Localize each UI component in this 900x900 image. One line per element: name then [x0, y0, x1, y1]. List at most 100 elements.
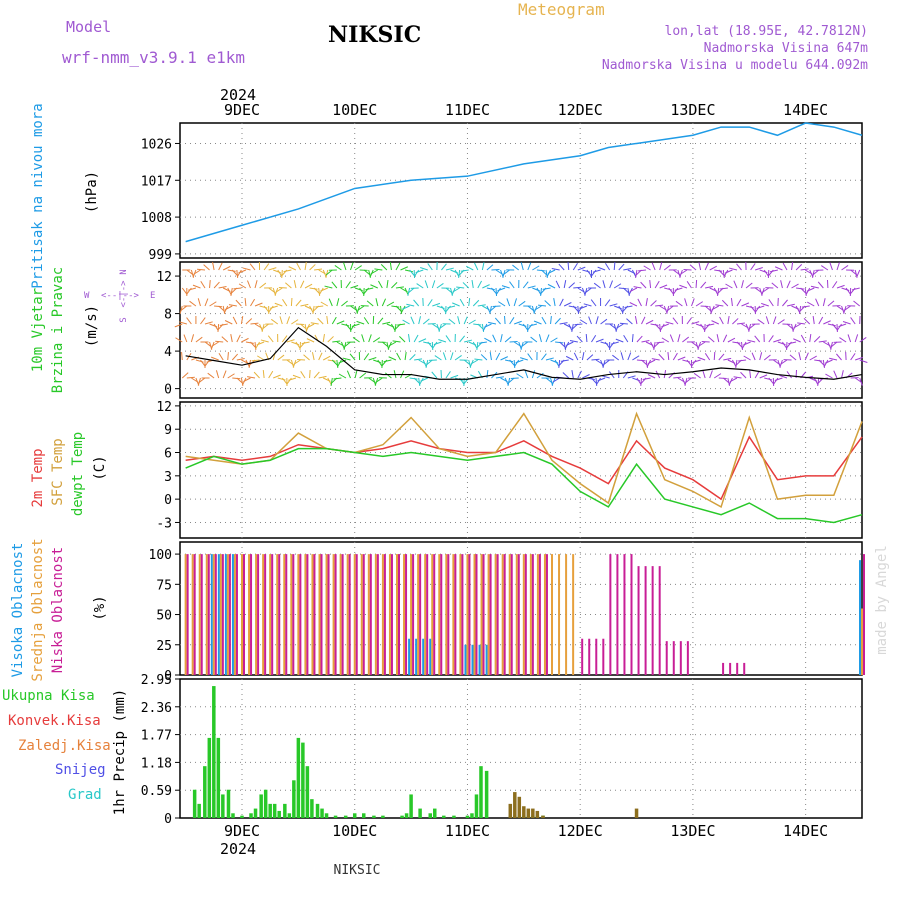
wind-arrow — [650, 323, 659, 326]
wind-arrow — [231, 353, 239, 361]
wind-arrow — [615, 338, 624, 343]
wind-arrow — [504, 315, 506, 325]
wind-arrow — [357, 305, 365, 311]
total-rain-bar — [268, 803, 272, 818]
wind-arrow — [856, 269, 861, 278]
elevation-label: Nadmorska Visina 647m — [703, 41, 868, 56]
y-tick-label: 1008 — [141, 211, 172, 226]
wind-arrow — [380, 263, 388, 271]
wind-arrow — [454, 355, 462, 361]
wind-arrow — [224, 305, 233, 311]
wind-arrow — [640, 281, 647, 289]
total-rain-bar — [442, 815, 446, 818]
wind-arrow — [186, 317, 192, 325]
wind-arrow — [571, 323, 574, 332]
wind-arrow — [217, 323, 220, 333]
wind-arrow — [427, 263, 433, 271]
wind-arrow — [350, 285, 359, 289]
wind-arrow — [682, 336, 690, 343]
wind-arrow — [645, 319, 654, 325]
wind-arrow — [277, 354, 285, 361]
wind-arrow — [818, 340, 827, 343]
wind-arrow — [349, 353, 356, 361]
wind-arrow — [268, 305, 274, 313]
wind-arrow — [641, 339, 650, 343]
wind-arrow — [659, 323, 665, 332]
wind-arrow — [198, 377, 206, 384]
wind-arrow — [836, 353, 842, 361]
wind-arrow — [244, 297, 247, 307]
wind-arrow — [582, 374, 590, 379]
wind-arrow — [409, 269, 416, 277]
wind-arrow — [375, 377, 383, 383]
wind-arrow — [705, 285, 714, 289]
wind-arrow — [627, 375, 636, 379]
wind-arrow — [841, 370, 844, 379]
wind-arrow — [591, 334, 597, 343]
wind-arrow — [363, 353, 370, 361]
wind-arrow — [839, 337, 847, 343]
wind-arrow — [221, 336, 229, 343]
wind-arrow — [591, 358, 600, 361]
wind-arrow — [195, 336, 203, 343]
wind-arrow — [655, 304, 664, 307]
wind-arrow — [745, 305, 754, 309]
wind-arrow — [391, 305, 400, 308]
wind-arrow — [623, 267, 632, 271]
wind-arrow — [292, 374, 301, 379]
pressure-label: Pritisak na nivou mora — [30, 103, 46, 288]
wind-arrow — [224, 320, 233, 325]
wind-arrow — [550, 337, 558, 343]
wind-arrow — [486, 287, 495, 291]
wind-arrow — [649, 279, 652, 289]
freezing-rain-bar — [541, 815, 545, 818]
wind-arrow — [413, 299, 420, 307]
wind-arrow — [800, 268, 809, 271]
wind-arrow — [457, 316, 461, 325]
total-rain-bar — [253, 808, 258, 818]
wind-arrow — [295, 299, 302, 307]
wind-arrow — [592, 269, 601, 273]
wind-arrow — [227, 351, 229, 361]
wind-arrow — [638, 269, 647, 272]
wind-arrow — [610, 341, 619, 345]
total-rain-bar — [479, 766, 483, 818]
wind-arrow — [336, 359, 342, 368]
total-rain-bar — [283, 803, 287, 818]
wind-arrow — [178, 321, 187, 325]
wind-arrow — [595, 316, 599, 325]
wind-arrow — [658, 353, 665, 361]
wind-arrow — [547, 269, 556, 274]
wind-arrow — [285, 282, 292, 289]
total-rain-bar — [409, 794, 413, 818]
wind-arrow — [391, 281, 398, 289]
wind-arrow — [717, 287, 720, 296]
wind-arrow — [788, 341, 797, 345]
station-title: NIKSIC — [328, 22, 422, 48]
wind-arrow — [330, 377, 333, 386]
wind-arrow — [211, 341, 219, 347]
wind-arrow — [797, 322, 806, 325]
y-tick-label: 0 — [164, 669, 172, 684]
wind-arrow — [309, 264, 316, 271]
wind-arrow — [585, 333, 588, 343]
wind-arrow — [850, 317, 856, 325]
wind-arrow — [854, 334, 859, 343]
wind-arrow — [745, 282, 753, 289]
wind-arrow — [547, 283, 556, 289]
wind-label-1: 10m Vjetar — [30, 288, 46, 372]
wind-arrow — [418, 338, 427, 343]
wind-arrow — [836, 323, 842, 331]
wind-arrow — [352, 337, 360, 343]
wind-arrow — [481, 262, 485, 271]
temp-panel: -3 0 3 6 9 12 — [156, 400, 863, 539]
wind-arrow — [197, 298, 201, 307]
wind-arrow — [495, 352, 501, 361]
wind-arrow — [456, 286, 465, 289]
wind-arrow — [647, 359, 656, 365]
wind-arrow — [317, 317, 324, 325]
wind-arrow — [558, 359, 561, 369]
wind-arrow — [174, 323, 183, 328]
wind-arrow — [441, 305, 447, 313]
wind-arrow — [536, 372, 544, 379]
